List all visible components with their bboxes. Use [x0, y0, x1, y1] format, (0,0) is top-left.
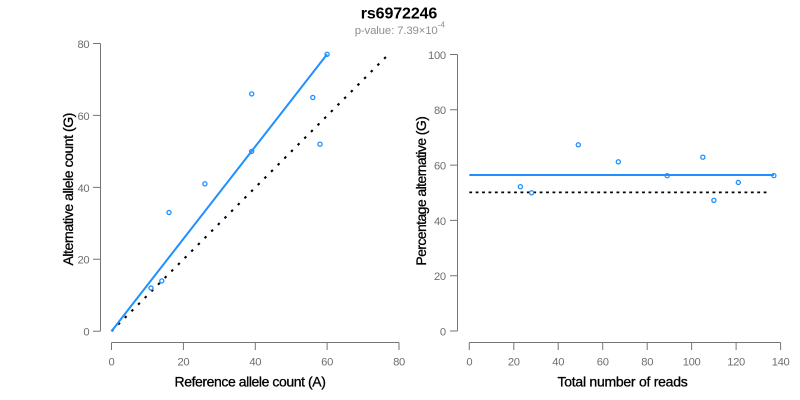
svg-text:Alternative allele count (G): Alternative allele count (G): [60, 113, 76, 265]
svg-text:20: 20: [77, 255, 89, 267]
svg-text:60: 60: [597, 357, 609, 369]
svg-text:Reference allele count (A): Reference allele count (A): [175, 374, 326, 390]
svg-text:40: 40: [434, 216, 446, 228]
svg-text:0: 0: [109, 357, 115, 369]
svg-text:40: 40: [77, 183, 89, 195]
svg-text:0: 0: [440, 326, 446, 338]
svg-text:rs6972246: rs6972246: [361, 6, 438, 23]
svg-text:140: 140: [772, 357, 790, 369]
svg-text:80: 80: [77, 39, 89, 51]
svg-text:20: 20: [177, 357, 189, 369]
svg-text:0: 0: [83, 327, 89, 339]
svg-text:p-value: 7.39×10-4: p-value: 7.39×10-4: [355, 21, 446, 37]
svg-text:80: 80: [641, 357, 653, 369]
svg-text:Total number of reads: Total number of reads: [558, 373, 688, 389]
svg-text:20: 20: [434, 271, 446, 283]
svg-text:0: 0: [466, 357, 472, 369]
svg-text:100: 100: [683, 357, 701, 369]
svg-text:20: 20: [508, 357, 520, 369]
svg-text:Percentage alternative (G): Percentage alternative (G): [413, 117, 429, 266]
svg-text:60: 60: [321, 357, 333, 369]
svg-text:120: 120: [727, 357, 745, 369]
svg-text:60: 60: [434, 161, 446, 173]
svg-text:40: 40: [552, 357, 564, 369]
svg-text:80: 80: [434, 105, 446, 117]
svg-text:80: 80: [393, 357, 405, 369]
svg-text:60: 60: [77, 111, 89, 123]
svg-text:40: 40: [249, 357, 261, 369]
svg-text:100: 100: [428, 50, 446, 62]
